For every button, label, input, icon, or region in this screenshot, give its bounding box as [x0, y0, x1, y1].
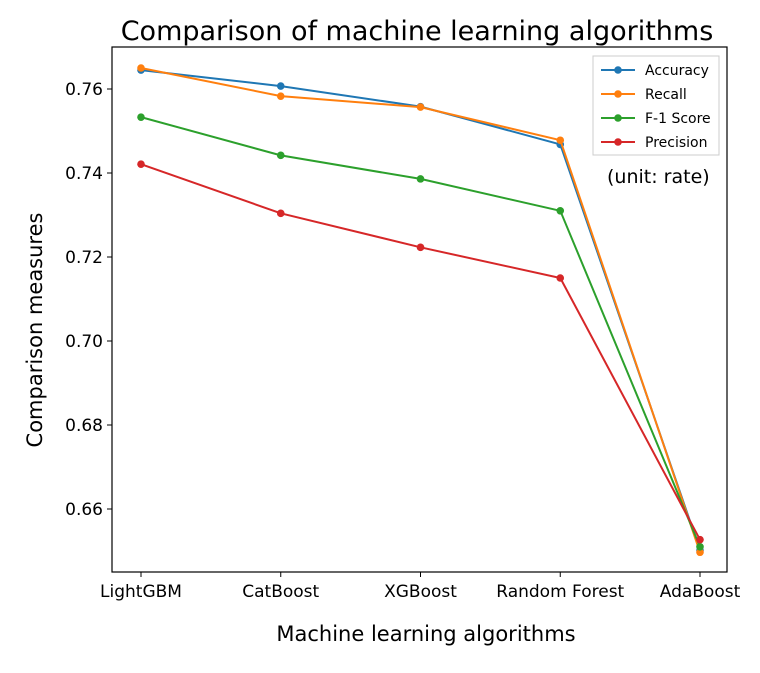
- legend-entry: F-1 Score: [601, 111, 711, 127]
- series-line: [140, 163, 701, 541]
- series-recall: [137, 64, 704, 557]
- series-layer: [137, 64, 704, 557]
- y-tick-label: 0.72: [65, 248, 103, 268]
- x-tick-label: Random Forest: [496, 582, 624, 602]
- series-f-1-score: [137, 113, 704, 551]
- data-point: [276, 151, 285, 160]
- legend-marker: [614, 138, 622, 146]
- data-point: [276, 209, 285, 218]
- data-point: [137, 113, 145, 121]
- legend-entry: Recall: [601, 87, 687, 103]
- unit-annotation: (unit: rate): [607, 166, 710, 188]
- data-point: [696, 543, 704, 551]
- legend-label: Precision: [645, 135, 707, 151]
- data-point: [556, 207, 565, 215]
- legend-box: [592, 55, 720, 156]
- legend-label: F-1 Score: [645, 111, 711, 127]
- x-tick-label: AdaBoost: [660, 582, 741, 602]
- legend: Accuracy Recall F-1 Score Precision: [592, 55, 720, 156]
- data-point: [137, 160, 145, 168]
- data-point: [696, 548, 704, 557]
- plot-area: [111, 46, 728, 573]
- legend-entry: Precision: [601, 135, 707, 151]
- legend-label: Recall: [645, 87, 687, 103]
- legend-marker: [614, 66, 622, 74]
- y-tick-label: 0.70: [65, 332, 103, 352]
- data-point: [416, 175, 425, 183]
- data-point: [416, 103, 425, 111]
- data-point: [276, 82, 285, 90]
- x-axis: LightGBM CatBoost XGBoost Random Forest AdaB…: [100, 572, 741, 602]
- chart-title: Comparison of machine learning algorithm…: [121, 16, 714, 47]
- y-axis-label: Comparison measures: [23, 213, 47, 448]
- data-point: [276, 92, 285, 100]
- series-precision: [137, 160, 704, 544]
- y-tick-label: 0.76: [65, 80, 103, 100]
- legend-marker: [614, 90, 622, 98]
- x-tick-label: LightGBM: [100, 582, 182, 602]
- x-tick-label: XGBoost: [384, 582, 457, 602]
- y-tick-label: 0.68: [65, 416, 103, 436]
- x-axis-label: Machine learning algorithms: [276, 622, 575, 646]
- legend-entry: Accuracy: [601, 63, 709, 79]
- y-tick-label: 0.74: [65, 164, 103, 184]
- legend-label: Accuracy: [645, 63, 709, 79]
- data-point: [556, 274, 565, 282]
- y-axis: 0.66 0.68 0.70 0.72 0.74 0.76: [65, 80, 112, 520]
- data-point: [137, 64, 145, 72]
- data-point: [696, 535, 704, 544]
- y-tick-label: 0.66: [65, 500, 103, 520]
- data-point: [556, 136, 565, 145]
- data-point: [416, 243, 425, 252]
- legend-marker: [614, 114, 622, 122]
- x-tick-label: CatBoost: [242, 582, 319, 602]
